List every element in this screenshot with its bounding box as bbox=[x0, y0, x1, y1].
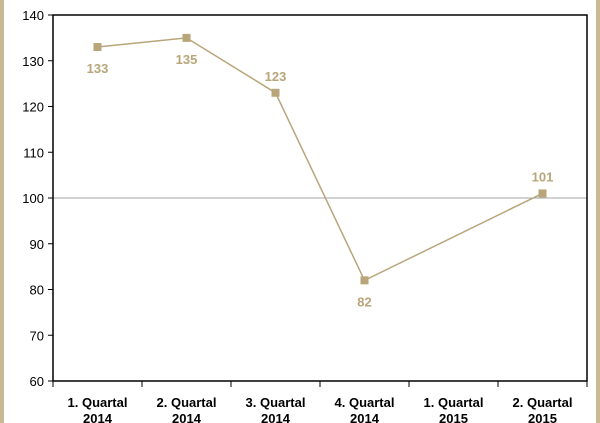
x-tick-label-line: 1. Quartal bbox=[68, 395, 128, 410]
y-tick-label: 120 bbox=[22, 100, 44, 115]
y-tick-label: 130 bbox=[22, 54, 44, 69]
data-point-marker bbox=[538, 189, 547, 198]
data-label: 135 bbox=[176, 52, 198, 67]
x-tick-label-line: 2. Quartal bbox=[157, 395, 217, 410]
x-tick-label-line: 2014 bbox=[172, 411, 202, 423]
x-tick-label: 1. Quartal 2014 bbox=[68, 395, 128, 423]
y-tick-label: 70 bbox=[30, 328, 44, 343]
data-point-marker bbox=[271, 88, 280, 97]
x-tick-label-line: 2014 bbox=[83, 411, 113, 423]
x-tick-label: 2. Quartal 2015 bbox=[513, 395, 573, 423]
x-tick-label-line: 2015 bbox=[439, 411, 468, 423]
data-point-marker bbox=[360, 276, 369, 285]
data-label: 82 bbox=[357, 294, 371, 309]
x-tick-label: 4. Quartal 2014 bbox=[335, 395, 395, 423]
x-tick-label: 2. Quartal 2014 bbox=[157, 395, 217, 423]
x-tick-label-line: 2. Quartal bbox=[513, 395, 573, 410]
x-tick-label: 1. Quartal 2015 bbox=[424, 395, 484, 423]
y-tick-label: 80 bbox=[30, 283, 44, 298]
y-tick-label: 140 bbox=[22, 8, 44, 23]
data-label: 123 bbox=[265, 69, 287, 84]
x-tick-label-line: 2014 bbox=[261, 411, 291, 423]
data-label: 101 bbox=[532, 169, 554, 184]
data-label: 133 bbox=[87, 61, 109, 76]
x-tick-label: 3. Quartal 2014 bbox=[246, 395, 306, 423]
y-tick-label: 110 bbox=[23, 145, 44, 160]
series-line bbox=[97, 37, 543, 282]
y-tick-label: 90 bbox=[30, 237, 44, 252]
y-tick-label: 60 bbox=[30, 374, 44, 389]
data-point-marker bbox=[93, 43, 102, 52]
x-tick-label-line: 3. Quartal bbox=[246, 395, 306, 410]
y-tick-label: 100 bbox=[22, 191, 44, 206]
x-tick-label-line: 1. Quartal bbox=[424, 395, 484, 410]
x-tick-label-line: 2014 bbox=[350, 411, 380, 423]
data-point-marker bbox=[182, 33, 191, 42]
x-tick-label-line: 4. Quartal bbox=[335, 395, 395, 410]
x-tick-label-line: 2015 bbox=[528, 411, 557, 423]
